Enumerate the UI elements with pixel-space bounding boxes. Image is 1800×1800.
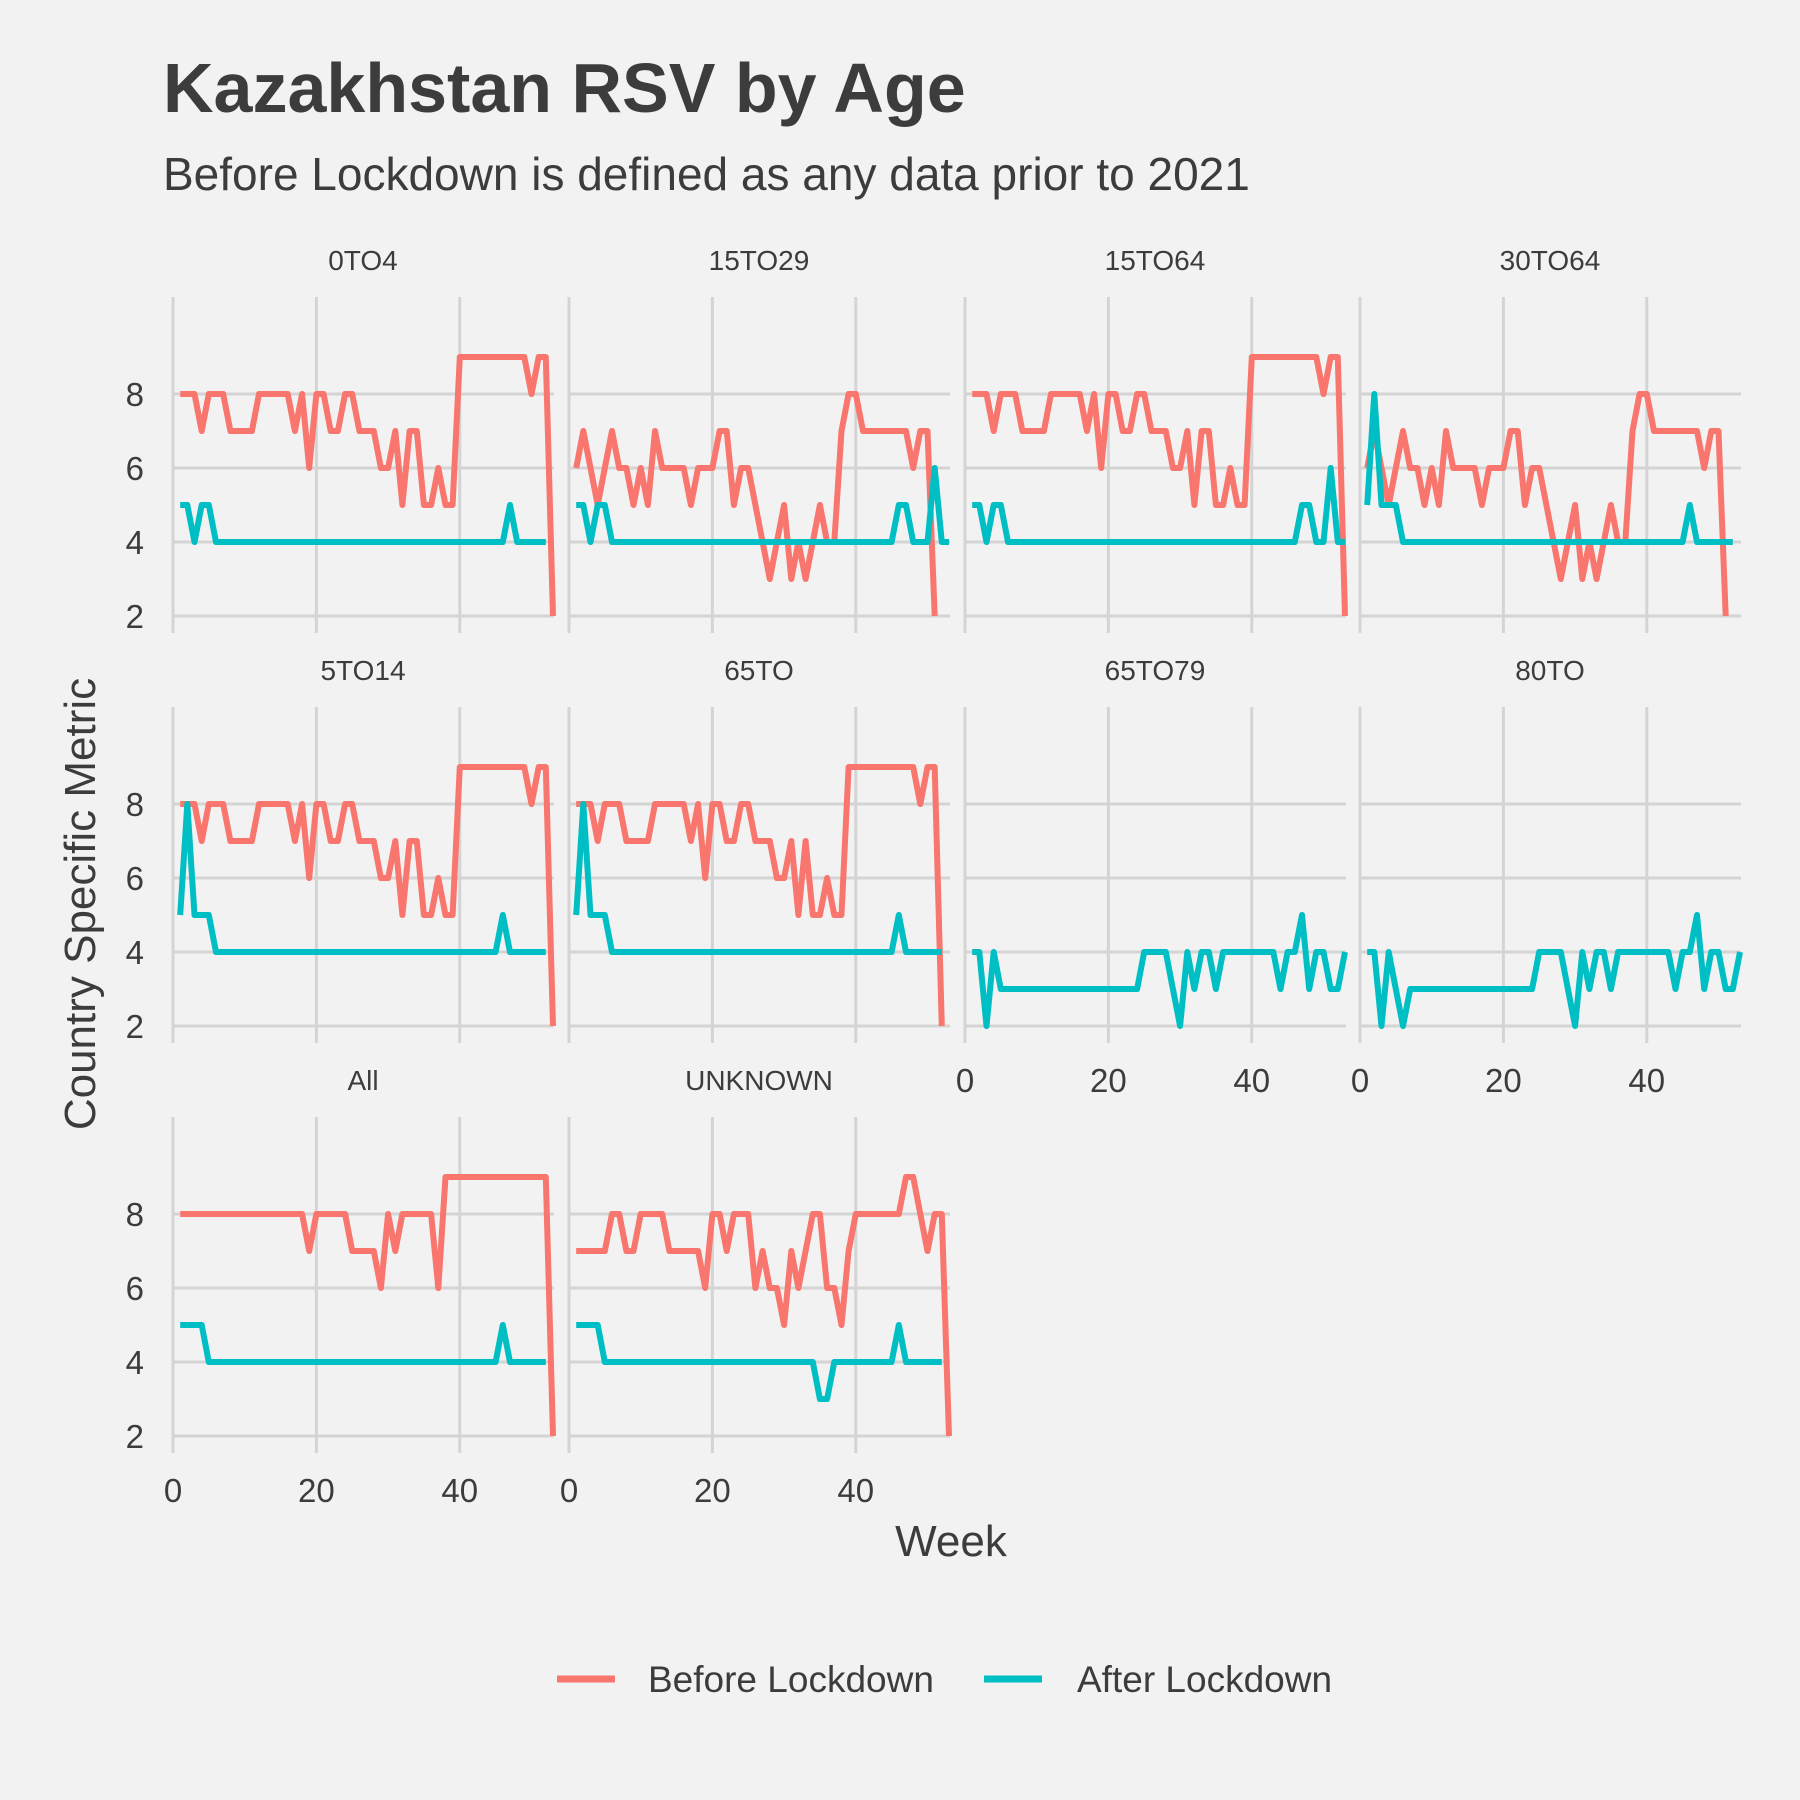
x-tick-label: 20 xyxy=(1485,1062,1522,1099)
y-tick-label: 2 xyxy=(126,1418,144,1455)
x-axis-title: Week xyxy=(895,1517,1008,1566)
before-lockdown-line xyxy=(972,354,1348,617)
y-tick-label: 4 xyxy=(126,524,144,561)
chart-subtitle: Before Lockdown is defined as any data p… xyxy=(163,148,1250,200)
facet-strip-label: 15TO29 xyxy=(709,245,810,276)
after-lockdown-line xyxy=(1367,912,1743,1029)
y-tick-label: 8 xyxy=(126,1196,144,1233)
facet-strip-label: 30TO64 xyxy=(1500,245,1601,276)
x-tick-label: 0 xyxy=(164,1472,182,1509)
after-lockdown-line xyxy=(1364,391,1733,545)
x-tick-label: 0 xyxy=(560,1472,578,1509)
facet-strip-label: 80TO xyxy=(1515,655,1585,686)
facet-panel: 15TO29 xyxy=(567,245,950,633)
after-lockdown-line xyxy=(972,912,1348,1029)
x-tick-label: 40 xyxy=(837,1472,874,1509)
facet-panel: 65TO xyxy=(567,655,950,1043)
y-tick-label: 8 xyxy=(126,376,144,413)
facet-strip-label: 65TO xyxy=(724,655,794,686)
y-tick-label: 2 xyxy=(126,1008,144,1045)
before-lockdown-line xyxy=(1364,391,1729,617)
before-lockdown-line xyxy=(180,764,556,1027)
after-lockdown-line xyxy=(177,801,546,955)
facets-layer: 0TO4 2 4 6 8 15TO29 15TO64 30TO64 5TO14 2 4 6 8 65TO 6… xyxy=(126,245,1743,1509)
after-lockdown-line xyxy=(576,465,949,545)
before-lockdown-line xyxy=(180,354,556,617)
after-lockdown-line xyxy=(573,801,942,955)
facet-panel: 15TO64 xyxy=(963,245,1348,633)
y-axis-title: Country Specific Metric xyxy=(56,678,105,1130)
facet-panel: 80TO 0 20 40 xyxy=(1351,655,1743,1099)
facet-strip-label: All xyxy=(347,1065,378,1096)
x-tick-label: 40 xyxy=(441,1472,478,1509)
legend: Before Lockdown After Lockdown xyxy=(557,1659,1332,1700)
x-tick-label: 20 xyxy=(694,1472,731,1509)
y-tick-label: 8 xyxy=(126,786,144,823)
facet-panel: All 2 4 6 8 0 20 40 xyxy=(126,1065,556,1509)
legend-item: Before Lockdown xyxy=(557,1659,934,1700)
chart-title: Kazakhstan RSV by Age xyxy=(163,49,966,127)
x-tick-label: 0 xyxy=(956,1062,974,1099)
x-tick-label: 20 xyxy=(298,1472,335,1509)
facet-panel: 0TO4 2 4 6 8 xyxy=(126,245,556,635)
before-lockdown-line xyxy=(576,1174,952,1437)
after-lockdown-line xyxy=(972,465,1345,545)
facet-strip-label: 0TO4 xyxy=(328,245,398,276)
y-tick-label: 2 xyxy=(126,598,144,635)
facet-panel: 30TO64 xyxy=(1358,245,1741,633)
facet-strip-label: 5TO14 xyxy=(320,655,405,686)
after-lockdown-line xyxy=(180,1322,546,1365)
x-tick-label: 40 xyxy=(1628,1062,1665,1099)
facet-strip-label: 65TO79 xyxy=(1105,655,1206,686)
x-tick-label: 20 xyxy=(1090,1062,1127,1099)
y-tick-label: 6 xyxy=(126,1270,144,1307)
x-tick-label: 0 xyxy=(1351,1062,1369,1099)
legend-label: After Lockdown xyxy=(1077,1659,1332,1700)
before-lockdown-line xyxy=(576,764,945,1027)
y-tick-label: 4 xyxy=(126,1344,144,1381)
legend-label: Before Lockdown xyxy=(648,1659,934,1700)
y-tick-label: 6 xyxy=(126,450,144,487)
legend-item: After Lockdown xyxy=(984,1659,1332,1700)
facet-panel: 5TO14 2 4 6 8 xyxy=(126,655,556,1045)
before-lockdown-line xyxy=(573,391,938,617)
facet-panel: UNKNOWN 0 20 40 xyxy=(560,1065,952,1509)
x-tick-label: 40 xyxy=(1233,1062,1270,1099)
facet-strip-label: 15TO64 xyxy=(1105,245,1206,276)
after-lockdown-line xyxy=(180,502,546,545)
facet-panel: 65TO79 0 20 40 xyxy=(956,655,1348,1099)
before-lockdown-line xyxy=(180,1174,556,1437)
y-tick-label: 4 xyxy=(126,934,144,971)
after-lockdown-line xyxy=(576,1322,942,1402)
facet-strip-label: UNKNOWN xyxy=(685,1065,833,1096)
y-tick-label: 6 xyxy=(126,860,144,897)
